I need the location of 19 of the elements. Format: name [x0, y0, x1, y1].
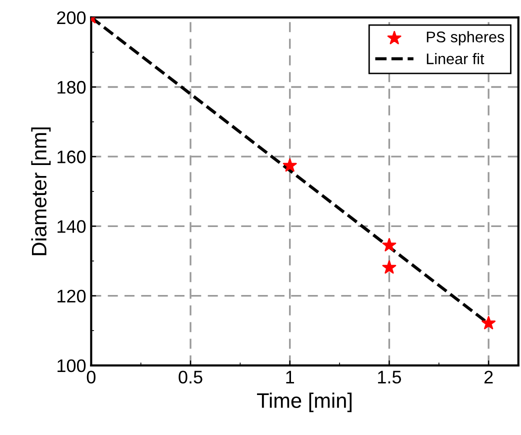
- y-tick-label: 140: [58, 220, 86, 233]
- x-tick-label: 1.5: [378, 370, 402, 384]
- y-tick-label: 160: [58, 150, 86, 164]
- x-axis-title: Time [min]: [257, 392, 352, 412]
- x-tick-label: 2: [484, 370, 493, 384]
- x-tick-label: 0.5: [178, 370, 202, 384]
- y-tick-label: 120: [58, 290, 86, 303]
- point: [282, 158, 297, 172]
- y-tick-label: 200: [57, 11, 86, 24]
- point: [482, 316, 496, 330]
- legend-label: Linear fit: [426, 53, 484, 64]
- y-tick-label: 100: [58, 359, 86, 372]
- x-tick-label: 0: [86, 370, 96, 384]
- y-axis-title: Diameter [nm]: [31, 127, 51, 256]
- y-tick-label: 180: [58, 80, 86, 94]
- legend-label: PS spheres: [426, 31, 504, 46]
- point: [382, 238, 396, 252]
- point: [382, 260, 396, 274]
- x-tick-label: 1: [286, 370, 294, 384]
